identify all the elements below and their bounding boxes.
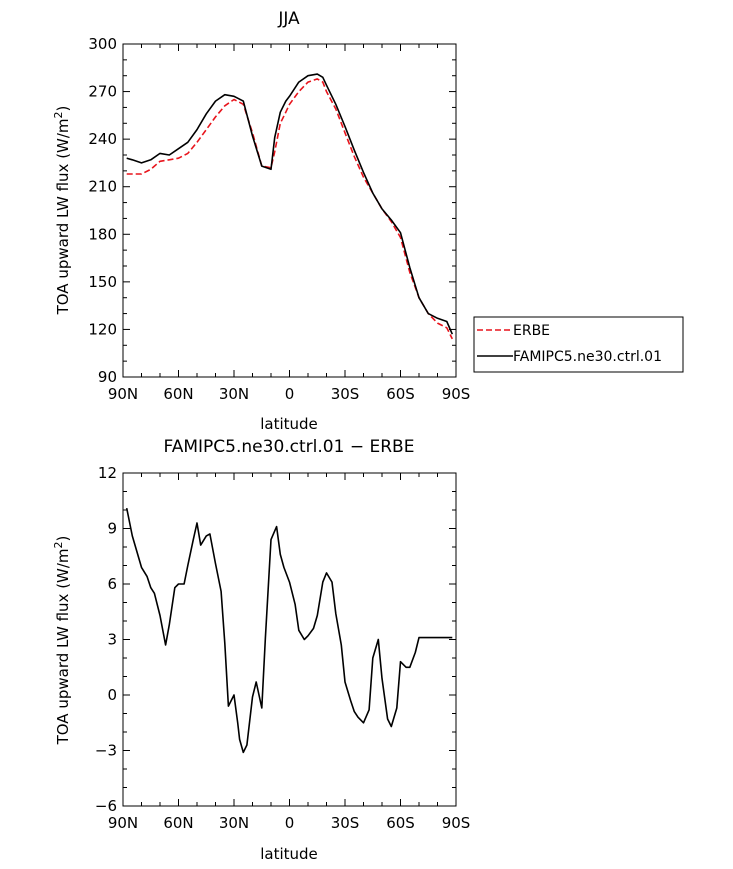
x-tick-label: 60N (163, 814, 193, 832)
y-axis-label-exponent: 2 (52, 541, 65, 548)
y-tick-label: 180 (88, 225, 117, 243)
axis-ticks: 90N 60N 30N 0 30S 60S 90S 90 120 150 180 210 240 270 3… (88, 35, 470, 403)
x-tick-label: 0 (285, 385, 295, 403)
series-lines (126, 73, 454, 340)
x-tick-label: 60S (386, 814, 415, 832)
y-tick-label: 3 (107, 631, 117, 649)
x-tick-label: 30N (219, 385, 249, 403)
panel-difference: FAMIPC5.ne30.ctrl.01 − ERBE 90N 60N 30N 0 30… (52, 437, 470, 863)
y-tick-label: 0 (107, 686, 117, 704)
y-axis-label: TOA upward LW flux (W/m2) (52, 536, 72, 746)
chart-title: JJA (277, 9, 300, 29)
y-axis-label-main: TOA upward LW flux (W/m (54, 548, 72, 745)
x-tick-label: 90S (442, 385, 471, 403)
series-line-difference (125, 507, 453, 754)
x-tick-label: 30S (331, 385, 360, 403)
x-tick-label: 30N (219, 814, 249, 832)
legend-box (473, 316, 684, 373)
y-tick-label: 90 (98, 368, 117, 386)
y-tick-label: −6 (95, 797, 117, 815)
legend: ERBE FAMIPC5.ne30.ctrl.01 (473, 316, 684, 373)
x-tick-label: 90S (442, 814, 471, 832)
y-tick-label: 300 (88, 35, 117, 53)
x-tick-label: 90N (108, 814, 138, 832)
y-tick-label: 210 (88, 178, 117, 196)
y-axis-label-close: ) (54, 536, 72, 542)
legend-label-erbe: ERBE (513, 323, 550, 339)
x-tick-label: 60N (163, 385, 193, 403)
x-tick-label: 90N (108, 385, 138, 403)
x-axis-label: latitude (260, 415, 318, 433)
y-axis-label-exponent: 2 (52, 111, 65, 118)
x-tick-label: 60S (386, 385, 415, 403)
x-tick-label: 0 (285, 814, 295, 832)
y-axis-label-close: ) (54, 106, 72, 112)
y-axis-label-main: TOA upward LW flux (W/m (54, 118, 72, 315)
series-line-erbe (126, 78, 454, 340)
legend-label-famipc5: FAMIPC5.ne30.ctrl.01 (513, 349, 662, 365)
y-tick-label: 270 (88, 83, 117, 101)
y-tick-label: 150 (88, 273, 117, 291)
y-tick-label: 120 (88, 320, 117, 338)
plot-frame (122, 43, 457, 378)
series-lines (125, 507, 453, 754)
axis-ticks: 90N 60N 30N 0 30S 60S 90S −6 −3 0 3 6 9 12 (95, 464, 470, 832)
y-axis-label: TOA upward LW flux (W/m2) (52, 106, 72, 316)
plot-frame (122, 472, 457, 807)
series-line-famipc5-ne30-ctrl-01 (126, 73, 454, 335)
y-tick-label: 12 (98, 464, 117, 482)
y-tick-label: 9 (107, 520, 117, 538)
y-tick-label: −3 (95, 742, 117, 760)
y-tick-label: 240 (88, 130, 117, 148)
x-tick-label: 30S (331, 814, 360, 832)
panel-climatology: JJA 90N 60N 30N 0 30S 60S 90S 90 120 150 180 210 240… (52, 9, 684, 433)
y-tick-label: 6 (107, 575, 117, 593)
chart-title: FAMIPC5.ne30.ctrl.01 − ERBE (164, 437, 415, 457)
x-axis-label: latitude (260, 845, 318, 863)
